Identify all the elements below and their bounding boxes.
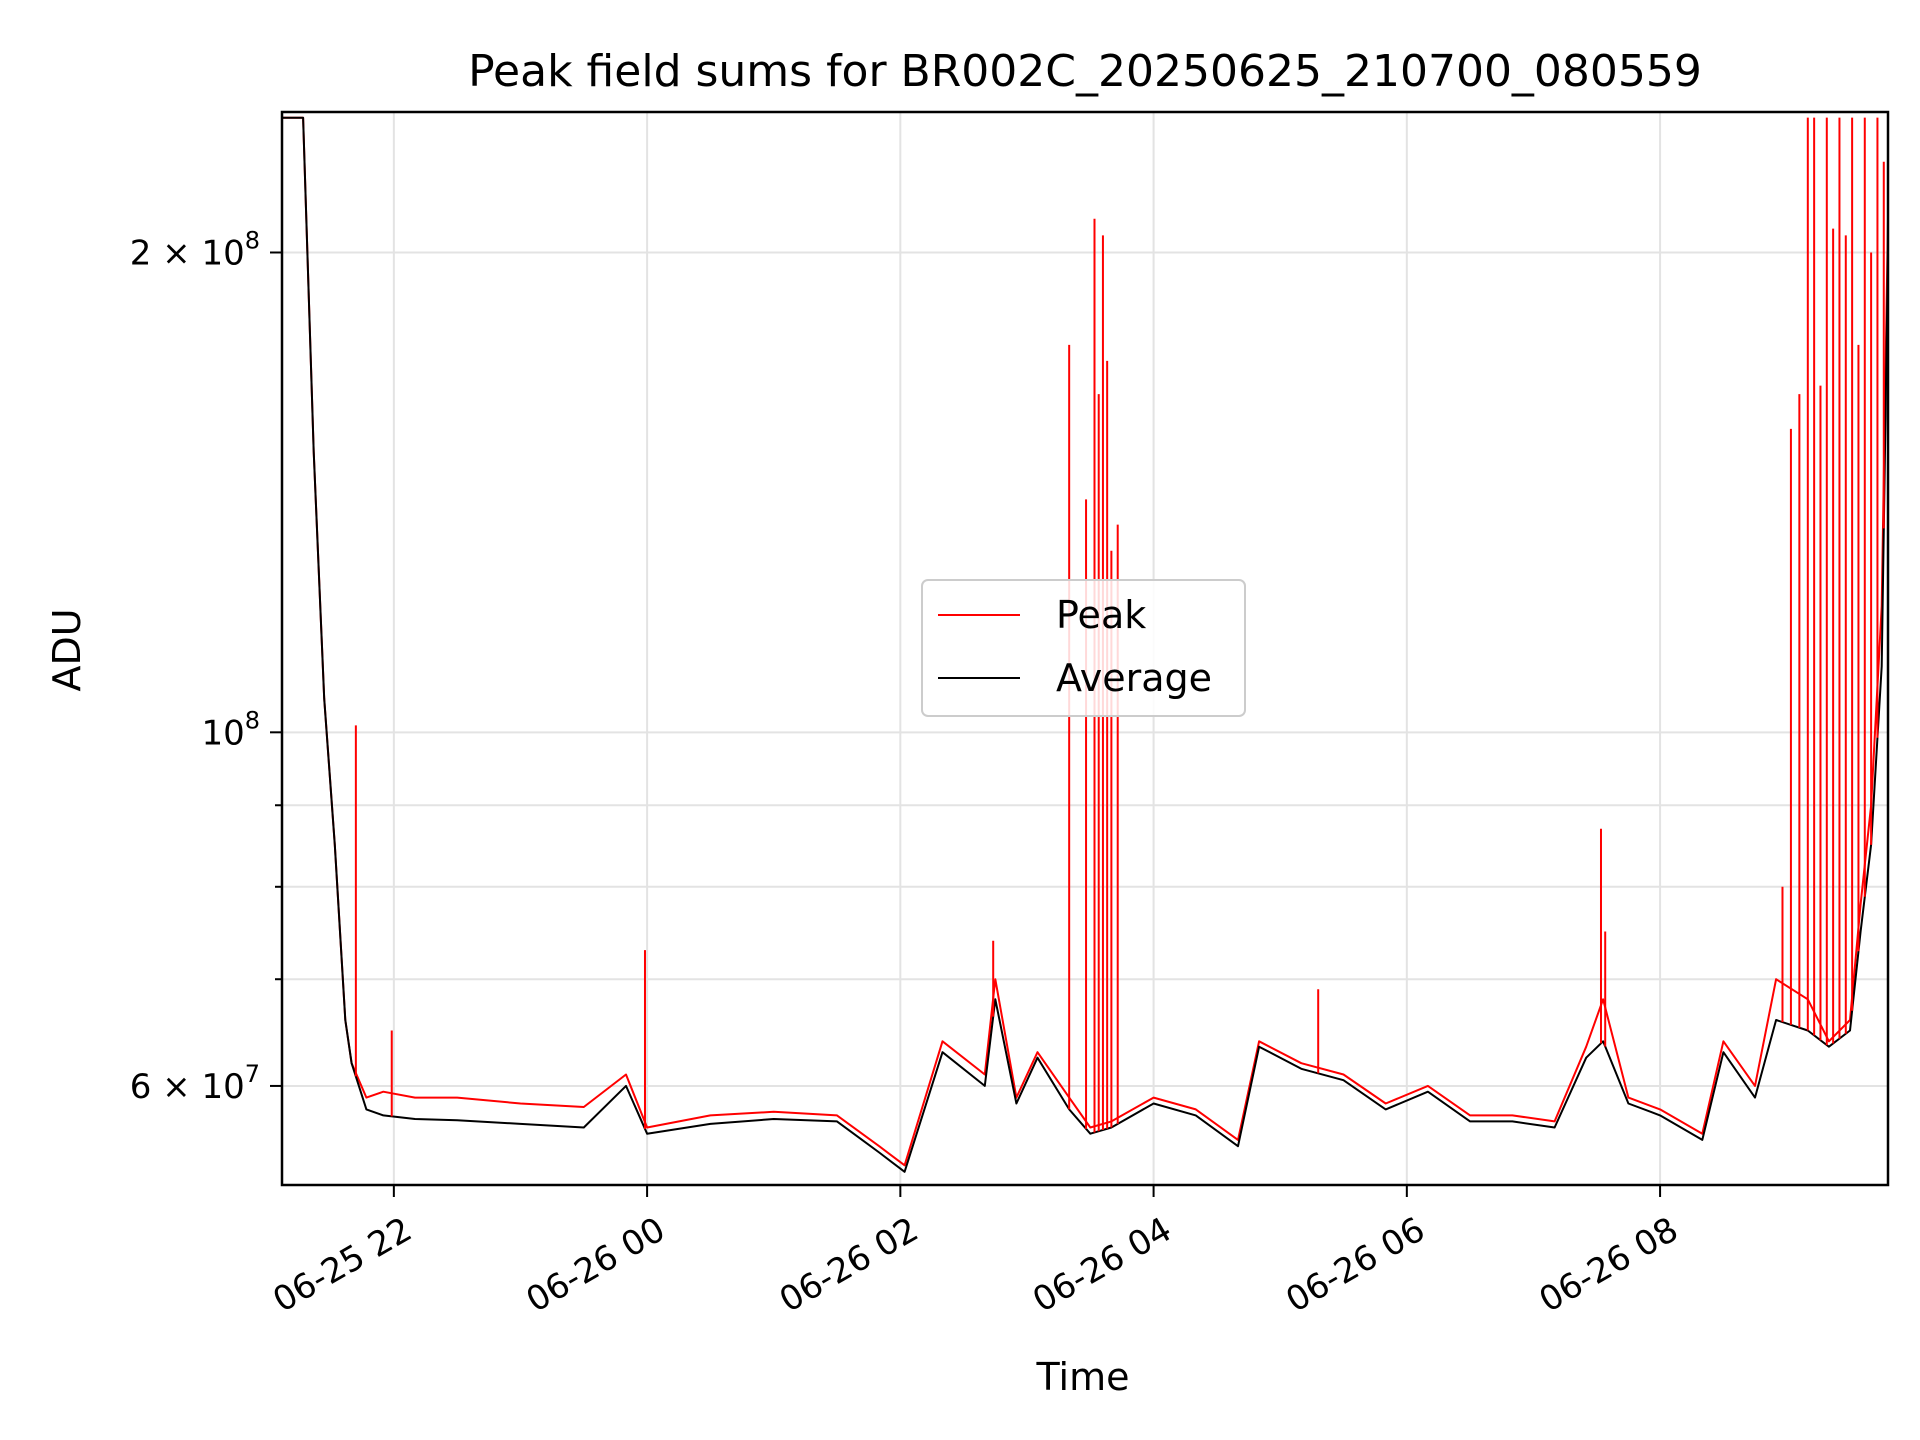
y-tick-label: 6 × 107 [130,1060,260,1107]
y-tick-label: 2 × 108 [130,226,260,273]
series-line-peak [282,116,1888,1167]
x-axis-ticks: 06-25 22 06-26 00 06-26 02 06-26 04 06-26 06… [266,1185,1685,1321]
y-axis-ticks: 6 × 107 108 2 × 108 [130,226,282,1107]
y-tick-label: 108 [201,706,260,753]
x-tick-label: 06-26 02 [773,1210,925,1321]
legend-average-label: Average [1056,656,1212,700]
x-tick-label: 06-26 08 [1533,1210,1685,1321]
x-tick-label: 06-25 22 [266,1210,418,1321]
x-axis-label: Time [1036,1355,1130,1399]
series-line-average [282,116,1888,1173]
grid [282,112,1888,1185]
legend: Peak Average [921,579,1246,717]
axes-frame [280,110,1890,1187]
y-axis-label: ADU [45,608,89,691]
plot-area [282,116,1888,1173]
x-tick-label: 06-26 00 [520,1210,672,1321]
legend-peak-label: Peak [1056,593,1146,637]
chart-title: Peak field sums for BR002C_20250625_2107… [468,46,1702,97]
x-tick-label: 06-26 04 [1026,1210,1178,1321]
x-tick-label: 06-26 06 [1279,1210,1431,1321]
